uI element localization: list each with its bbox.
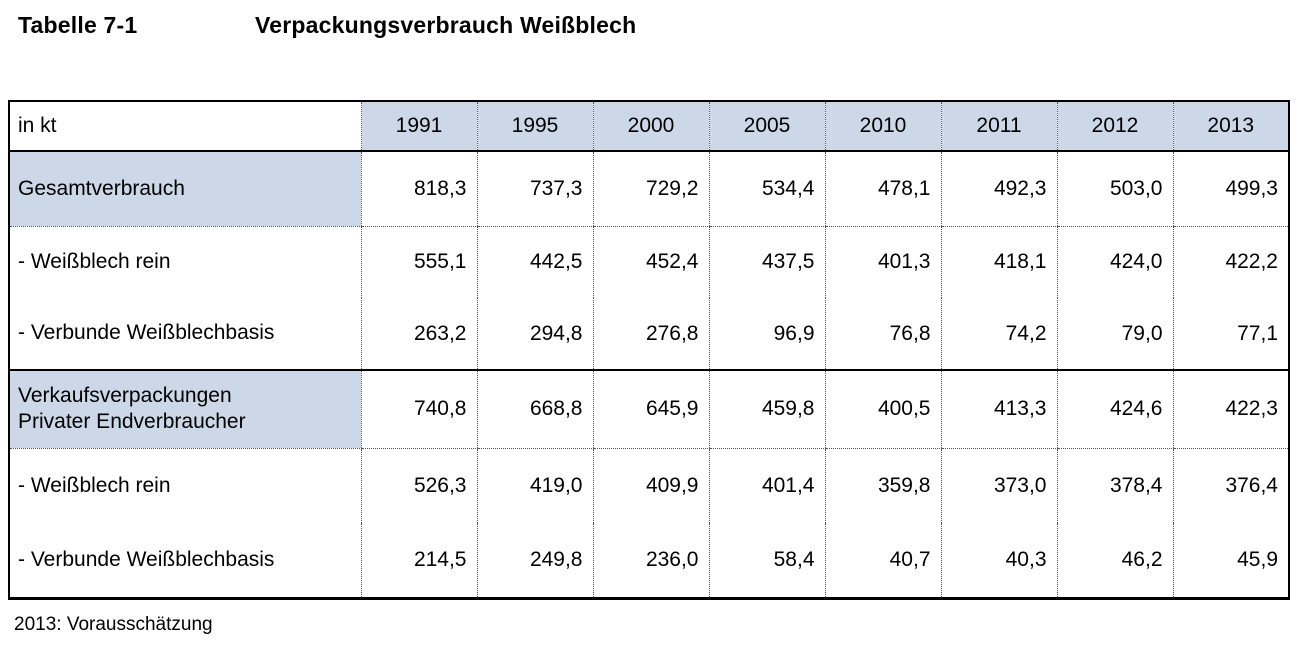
- value-cell: 74,2: [940, 298, 1057, 371]
- row-label: - Verbunde Weißblechbasis: [9, 298, 361, 371]
- value-cell: 740,8: [360, 370, 477, 449]
- value-cell: 437,5: [708, 226, 825, 298]
- row-label: Verkaufsverpackungen Privater Endverbrau…: [9, 370, 361, 449]
- row-label-line2: Privater Endverbraucher: [18, 410, 246, 434]
- value-cell: 359,8: [824, 448, 941, 523]
- value-cell: 459,8: [708, 370, 825, 449]
- value-cell: 499,3: [1172, 151, 1289, 227]
- value-cell: 58,4: [708, 523, 825, 598]
- table-row-verbunde-weissblechbasis-2: - Verbunde Weißblechbasis 214,5 249,8 23…: [9, 523, 1289, 598]
- table-row-verbunde-weissblechbasis: - Verbunde Weißblechbasis 263,2 294,8 27…: [9, 298, 1289, 371]
- value-cell: 452,4: [592, 226, 709, 298]
- value-cell: 276,8: [592, 298, 709, 371]
- value-cell: 373,0: [940, 448, 1057, 523]
- value-cell: 555,1: [360, 226, 477, 298]
- value-cell: 294,8: [476, 298, 593, 371]
- data-table: in kt 1991 1995 2000 2005 2010 2011 2012…: [8, 100, 1290, 600]
- value-cell: 526,3: [360, 448, 477, 523]
- value-cell: 401,3: [824, 226, 941, 298]
- value-cell: 737,3: [476, 151, 593, 227]
- value-cell: 418,1: [940, 226, 1057, 298]
- year-header: 2012: [1056, 101, 1173, 152]
- value-cell: 76,8: [824, 298, 941, 371]
- value-cell: 249,8: [476, 523, 593, 598]
- value-cell: 503,0: [1056, 151, 1173, 227]
- table-caption: Tabelle 7-1 Verpackungsverbrauch Weißble…: [18, 12, 636, 39]
- row-label: Gesamtverbrauch: [9, 151, 361, 227]
- table-number: Tabelle 7-1: [18, 12, 138, 38]
- year-header: 2000: [592, 101, 709, 152]
- year-header: 2010: [824, 101, 941, 152]
- value-cell: 214,5: [360, 523, 477, 598]
- value-cell: 401,4: [708, 448, 825, 523]
- value-cell: 729,2: [592, 151, 709, 227]
- row-label: - Weißblech rein: [18, 473, 171, 497]
- value-cell: 818,3: [360, 151, 477, 227]
- table-title: Verpackungsverbrauch Weißblech: [255, 12, 637, 38]
- value-cell: 422,2: [1172, 226, 1289, 298]
- row-label-line1: Verkaufsverpackungen: [18, 384, 232, 407]
- value-cell: 79,0: [1056, 298, 1173, 371]
- year-header: 1991: [360, 101, 477, 152]
- unit-label: in kt: [9, 101, 361, 152]
- value-cell: 534,4: [708, 151, 825, 227]
- table-row-weissblech-rein-2: - Weißblech rein 526,3 419,0 409,9 401,4…: [9, 448, 1289, 523]
- year-header: 2013: [1172, 101, 1289, 152]
- table-row-verkaufsverpackungen: Verkaufsverpackungen Privater Endverbrau…: [9, 370, 1289, 449]
- header-row: in kt 1991 1995 2000 2005 2010 2011 2012…: [9, 101, 1289, 152]
- value-cell: 422,3: [1172, 370, 1289, 449]
- value-cell: 442,5: [476, 226, 593, 298]
- table-row-weissblech-rein: - Weißblech rein 555,1 442,5 452,4 437,5…: [9, 226, 1289, 298]
- year-header: 1995: [476, 101, 593, 152]
- value-cell: 419,0: [476, 448, 593, 523]
- value-cell: 424,6: [1056, 370, 1173, 449]
- value-cell: 40,3: [940, 523, 1057, 598]
- value-cell: 236,0: [592, 523, 709, 598]
- value-cell: 668,8: [476, 370, 593, 449]
- value-cell: 77,1: [1172, 298, 1289, 371]
- year-header: 2011: [940, 101, 1057, 152]
- value-cell: 96,9: [708, 298, 825, 371]
- row-label: - Verbunde Weißblechbasis: [18, 547, 275, 571]
- value-cell: 409,9: [592, 448, 709, 523]
- value-cell: 40,7: [824, 523, 941, 598]
- value-cell: 424,0: [1056, 226, 1173, 298]
- value-cell: 413,3: [940, 370, 1057, 449]
- value-cell: 46,2: [1056, 523, 1173, 598]
- year-header: 2005: [708, 101, 825, 152]
- value-cell: 45,9: [1172, 523, 1289, 598]
- value-cell: 378,4: [1056, 448, 1173, 523]
- table-row-gesamtverbrauch: Gesamtverbrauch 818,3 737,3 729,2 534,4 …: [9, 151, 1289, 227]
- table-footnote: 2013: Vorausschätzung: [14, 614, 213, 635]
- value-cell: 263,2: [360, 298, 477, 371]
- value-cell: 645,9: [592, 370, 709, 449]
- value-cell: 478,1: [824, 151, 941, 227]
- value-cell: 492,3: [940, 151, 1057, 227]
- value-cell: 376,4: [1172, 448, 1289, 523]
- value-cell: 400,5: [824, 370, 941, 449]
- row-label: - Weißblech rein: [18, 250, 171, 274]
